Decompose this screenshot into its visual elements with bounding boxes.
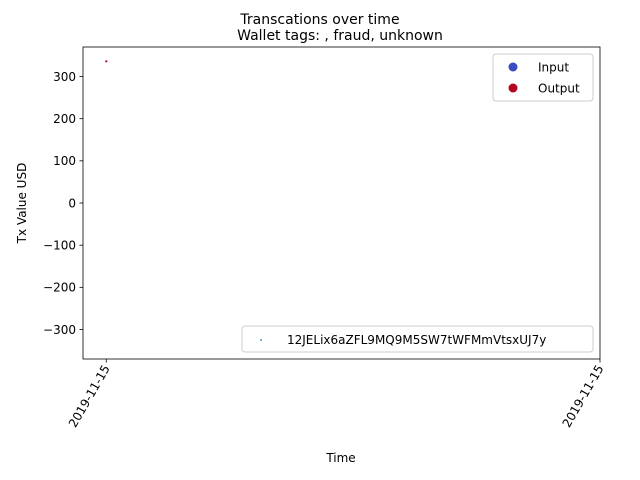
legend-upper-frame xyxy=(492,53,594,102)
chart-title: Wallet tags: , fraud, unknown xyxy=(237,28,443,44)
plot-area xyxy=(105,60,108,63)
legend-address-marker xyxy=(260,339,262,341)
y-axis-label: Tx Value USD xyxy=(15,163,29,245)
legend-input-label: Input xyxy=(538,61,569,75)
figure-suptitle: Transcations over time xyxy=(239,12,399,28)
legend-output-marker xyxy=(508,83,518,93)
x-axis: 2019-11-15 2019-11-15 xyxy=(66,359,607,430)
data-point xyxy=(105,60,108,63)
legend-input-marker xyxy=(508,62,518,72)
legend-lower: 12JELix6aZFL9MQ9M5SW7tWFMmVtsxUJ7y xyxy=(241,325,594,353)
y-tick-label: 100 xyxy=(53,154,76,168)
y-tick-label: −300 xyxy=(43,323,76,337)
legend-output-label: Output xyxy=(538,82,580,96)
x-tick-label: 2019-11-15 xyxy=(66,363,113,430)
x-tick-label: 2019-11-15 xyxy=(560,363,607,430)
y-tick-label: 0 xyxy=(68,196,76,210)
x-axis-label: Time xyxy=(325,451,355,465)
legend-lower-frame xyxy=(241,325,594,353)
y-tick-label: 200 xyxy=(53,112,76,126)
y-tick-label: 300 xyxy=(53,70,76,84)
y-tick-label: −100 xyxy=(43,238,76,252)
y-tick-label: −200 xyxy=(43,281,76,295)
legend-address-label: 12JELix6aZFL9MQ9M5SW7tWFMmVtsxUJ7y xyxy=(287,333,546,347)
y-axis: −300 −200 −100 0 100 200 300 xyxy=(43,70,83,337)
legend-upper: Input Output xyxy=(492,53,594,102)
